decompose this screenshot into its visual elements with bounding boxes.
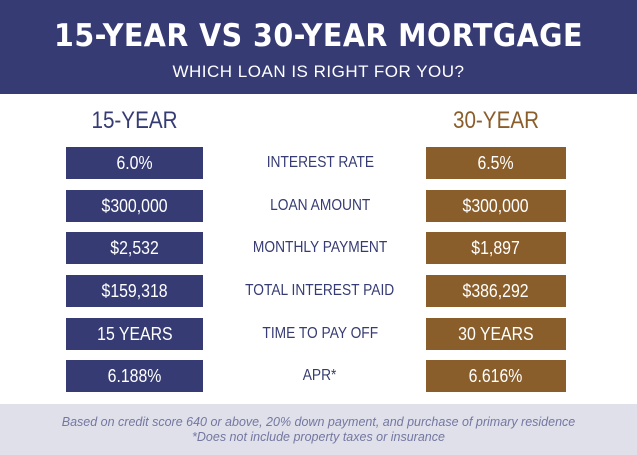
row-label: APR* (303, 367, 337, 384)
value-15-year: $2,532 (66, 232, 203, 264)
comparison-row-time-to-pay-off: 15 YEARS TIME TO PAY OFF 30 YEARS (0, 318, 637, 350)
heading-30-year: 30-YEAR (452, 107, 540, 134)
footnote-line-1: Based on credit score 640 or above, 20% … (61, 415, 576, 429)
header-banner: 15-YEAR VS 30-YEAR MORTGAGE WHICH LOAN I… (0, 0, 637, 94)
comparison-row-loan-amount: $300,000 LOAN AMOUNT $300,000 (0, 190, 637, 222)
value-30-year: 6.616% (426, 360, 566, 392)
value-15-year: 6.0% (66, 147, 203, 179)
row-label: TOTAL INTEREST PAID (245, 282, 395, 299)
row-label: TIME TO PAY OFF (262, 325, 378, 342)
row-label: MONTHLY PAYMENT (252, 239, 388, 256)
value-30-year: 6.5% (426, 147, 566, 179)
row-label: INTEREST RATE (266, 154, 374, 171)
page-subtitle: WHICH LOAN IS RIGHT FOR YOU? (172, 62, 465, 81)
footnote-banner: Based on credit score 640 or above, 20% … (0, 404, 637, 455)
value-30-year: $1,897 (426, 232, 566, 264)
value-15-year: $300,000 (66, 190, 203, 222)
heading-15-year: 15-YEAR (91, 107, 178, 134)
value-15-year: $159,318 (66, 275, 203, 307)
value-15-year: 6.188% (66, 360, 203, 392)
value-30-year: $300,000 (426, 190, 566, 222)
comparison-row-apr: 6.188% APR* 6.616% (0, 360, 637, 392)
page-title: 15-YEAR VS 30-YEAR MORTGAGE (54, 18, 583, 54)
value-30-year: 30 YEARS (426, 318, 566, 350)
value-30-year: $386,292 (426, 275, 566, 307)
comparison-row-interest-rate: 6.0% INTEREST RATE 6.5% (0, 147, 637, 179)
comparison-row-monthly-payment: $2,532 MONTHLY PAYMENT $1,897 (0, 232, 637, 264)
comparison-row-total-interest-paid: $159,318 TOTAL INTEREST PAID $386,292 (0, 275, 637, 307)
footnote-line-2: *Does not include property taxes or insu… (192, 430, 445, 444)
value-15-year: 15 YEARS (66, 318, 203, 350)
row-label: LOAN AMOUNT (269, 197, 371, 214)
